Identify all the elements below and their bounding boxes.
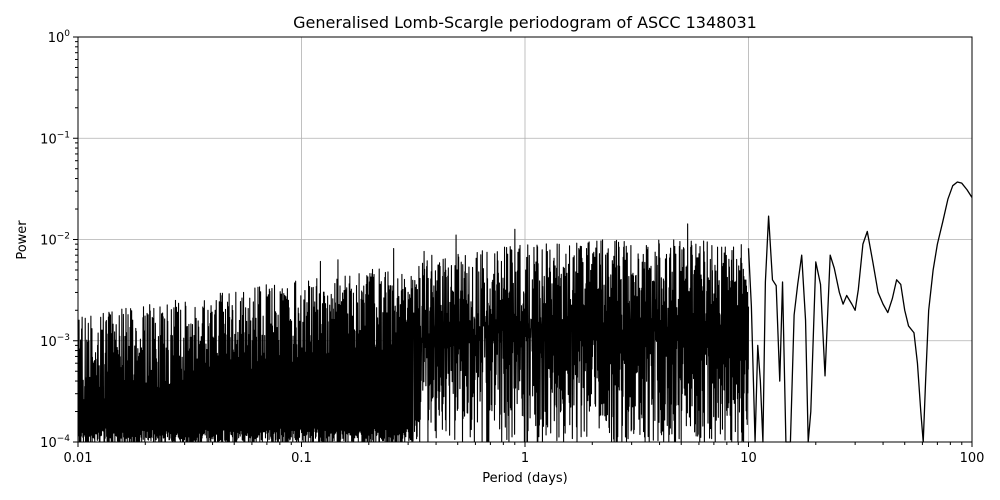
y-tick-label: 10−2 — [40, 232, 70, 249]
y-tick-base: 10 — [40, 132, 57, 147]
y-tick-base: 10 — [40, 436, 57, 451]
x-tick-label: 10 — [740, 451, 757, 466]
x-axis-label: Period (days) — [482, 471, 568, 486]
y-tick-exponent: −1 — [57, 130, 70, 140]
chart-title: Generalised Lomb-Scargle periodogram of … — [293, 13, 757, 32]
x-tick-label: 100 — [960, 451, 985, 466]
y-tick-exponent: 0 — [64, 29, 70, 39]
y-tick-base: 10 — [40, 335, 57, 350]
noise-forest-line — [77, 223, 750, 443]
y-tick-label: 100 — [48, 29, 71, 46]
y-tick-base: 10 — [48, 31, 65, 46]
x-tick-label: 1 — [521, 451, 529, 466]
x-tick-label: 0.01 — [64, 451, 93, 466]
y-tick-label: 10−4 — [40, 434, 70, 451]
y-tick-label: 10−1 — [40, 130, 70, 147]
series-line-0 — [747, 181, 973, 443]
y-tick-base: 10 — [40, 234, 57, 249]
y-tick-exponent: −2 — [57, 232, 70, 242]
y-axis-label: Power — [15, 220, 30, 260]
y-tick-exponent: −3 — [57, 333, 70, 343]
y-tick-label: 10−3 — [40, 333, 70, 350]
x-tick-label: 0.1 — [291, 451, 312, 466]
y-tick-exponent: −4 — [57, 434, 71, 444]
series-layer — [77, 181, 973, 443]
